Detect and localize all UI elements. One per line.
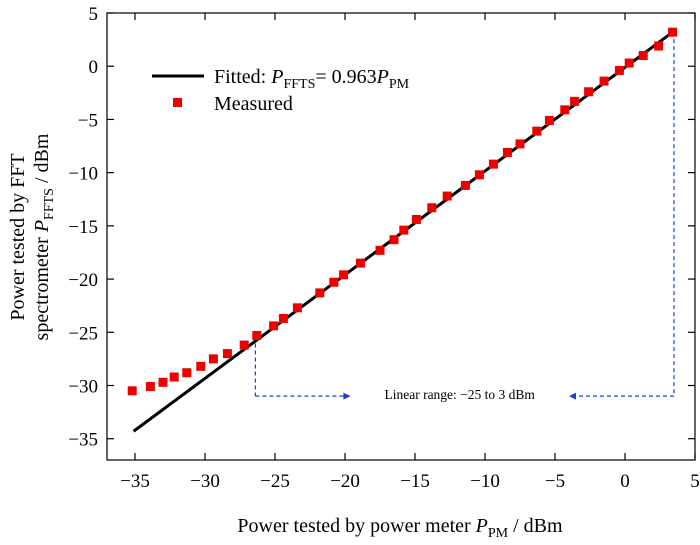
measured-point: [145, 382, 155, 392]
x-axis-label-var: P: [475, 515, 488, 537]
y-axis-label-prefix: spectrometer: [31, 232, 53, 340]
y-axis-label-sub: FFTS: [42, 188, 57, 220]
measured-point: [624, 58, 634, 68]
legend-fitted-var2: P: [376, 66, 389, 88]
measured-point: [442, 191, 452, 201]
x-axis-label-prefix: Power tested by power meter: [237, 515, 475, 537]
measured-point: [502, 147, 512, 157]
legend-fitted-mid: = 0.963: [315, 66, 376, 88]
y-axis-label-var: P: [31, 220, 53, 233]
x-tick-label: −25: [260, 471, 290, 492]
legend-measured-label: Measured: [214, 93, 293, 115]
x-tick-label: −20: [330, 471, 360, 492]
y-tick-label: −10: [68, 164, 98, 185]
x-tick-label: −10: [470, 471, 500, 492]
measured-point: [515, 139, 525, 149]
measured-point: [355, 258, 365, 268]
measured-point: [329, 277, 339, 287]
plot-frame: [106, 12, 696, 461]
measured-point: [127, 386, 137, 396]
x-tick-label: 0: [620, 471, 630, 492]
legend-fitted-var1: P: [270, 66, 283, 88]
measured-point: [544, 115, 554, 125]
linear-range-annotation: Linear range: −25 to 3 dBm: [254, 32, 675, 402]
measured-point: [668, 27, 678, 37]
x-tick-label: −15: [400, 471, 430, 492]
legend-fitted-sub1: FFTS: [283, 77, 315, 92]
measured-point: [222, 349, 232, 359]
y-tick-label: 5: [89, 4, 99, 25]
measured-point: [252, 330, 262, 340]
measured-point: [570, 96, 580, 106]
legend-measured-swatch: [173, 98, 182, 107]
measured-point: [427, 203, 437, 213]
ticks: [107, 12, 696, 460]
measured-point: [411, 214, 421, 224]
measured-point: [460, 180, 470, 190]
measured-series: [127, 27, 678, 396]
measured-point: [584, 87, 594, 97]
measured-point: [399, 225, 409, 235]
x-tick-label: 5: [690, 471, 700, 492]
y-tick-label: −25: [68, 323, 98, 344]
x-tick-label: −5: [545, 471, 565, 492]
y-axis-label-line1: Power tested by FFT: [7, 153, 29, 320]
measured-point: [182, 368, 192, 378]
measured-point: [532, 126, 542, 136]
x-axis-label: Power tested by power meter PPM / dBm: [237, 515, 563, 541]
y-axis-label-suffix: / dBm: [31, 133, 53, 188]
y-tick-label: −15: [68, 217, 98, 238]
measured-point: [488, 159, 498, 169]
x-tick-label: −30: [190, 471, 220, 492]
measured-point: [208, 354, 218, 364]
measured-point: [654, 41, 664, 51]
measured-point: [375, 245, 385, 255]
y-tick-label: −35: [68, 430, 98, 451]
y-tick-label: −20: [68, 270, 98, 291]
measured-point: [169, 372, 179, 382]
measured-point: [389, 235, 399, 245]
measured-point: [599, 76, 609, 86]
measured-point: [158, 377, 168, 387]
measured-point: [315, 288, 325, 298]
x-tick-label: −35: [120, 471, 150, 492]
legend: Fitted: PFFTS= 0.963PPM Measured: [152, 66, 410, 115]
legend-fitted-sub2: PM: [389, 77, 410, 92]
x-axis-label-sub: PM: [488, 526, 509, 541]
legend-fitted-prefix: Fitted:: [214, 66, 271, 88]
measured-point: [638, 51, 648, 61]
measured-point: [239, 340, 249, 350]
measured-point: [614, 65, 624, 75]
y-tick-label: −30: [68, 377, 98, 398]
y-axis-label: Power tested by FFT spectrometer PFFTS /…: [7, 133, 57, 340]
x-axis-label-suffix: / dBm: [508, 515, 563, 537]
annotation-label: Linear range: −25 to 3 dBm: [384, 387, 535, 402]
tick-labels: −35 −30 −25 −20 −15 −10 −5 0 5 5 0 −5 −10 −15 −20 −25 −3…: [68, 4, 699, 492]
y-tick-label: −5: [78, 110, 98, 131]
measured-point: [196, 361, 206, 371]
y-tick-label: 0: [89, 57, 99, 78]
measured-point: [278, 313, 288, 323]
measured-point: [560, 105, 570, 115]
measured-point: [474, 170, 484, 180]
y-axis-label-line2: spectrometer PFFTS / dBm: [31, 133, 57, 340]
measured-point: [292, 303, 302, 313]
measured-point: [339, 270, 349, 280]
measured-point: [269, 321, 279, 331]
legend-fitted-label: Fitted: PFFTS= 0.963PPM: [214, 66, 410, 92]
